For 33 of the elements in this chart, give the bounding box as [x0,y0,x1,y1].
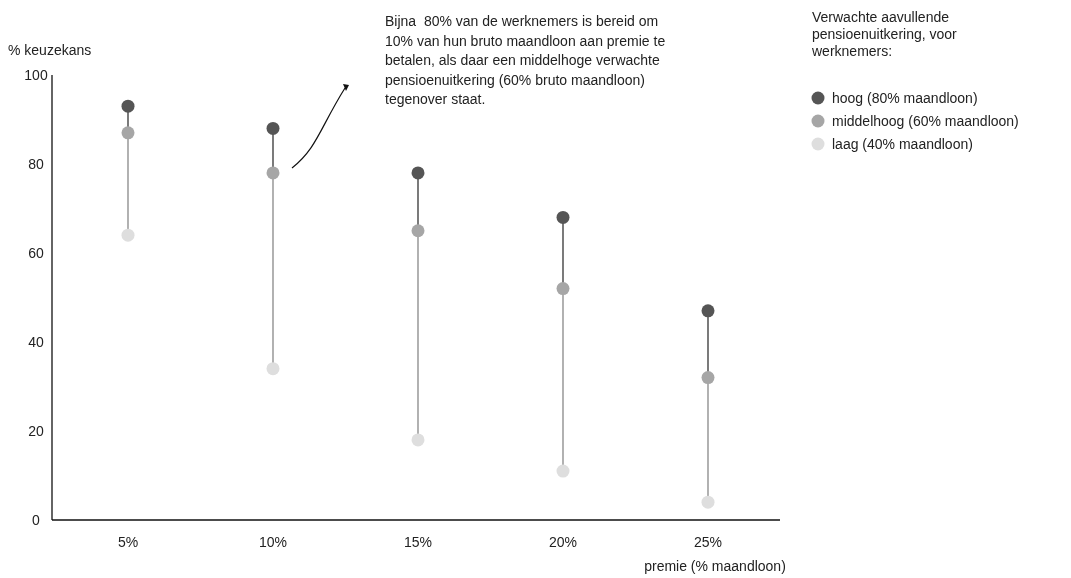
point [556,282,570,296]
point [411,166,425,180]
point [411,224,425,238]
y-axis-title: % keuzekans [8,42,92,58]
y-tick-label: 60 [28,244,44,261]
x-tick-label: 5% [117,534,139,550]
legend-label: laag (40% maandloon) [832,135,973,152]
y-tick-label: 100 [24,66,48,83]
legend-title: Verwachte aavullende pensioenuitkering, voor werknemers: [811,9,958,59]
x-tick-label: 10% [258,534,288,550]
point [556,464,570,478]
point [266,166,280,180]
y-tick-label: 80 [28,155,44,172]
x-tick-label: 15% [403,534,433,550]
point [701,371,715,385]
legend-label: middelhoog (60% maandloon) [832,112,1019,129]
point [556,210,570,224]
point [121,99,135,113]
y-tick-label: 0 [32,511,41,528]
y-tick-label: 20 [28,422,44,439]
point [701,495,715,509]
y-tick-label: 40 [28,333,44,350]
x-tick-label: 20% [548,534,578,550]
point [701,304,715,318]
point [121,228,135,242]
annotation: Bijna 80% van de werknemers is bereid om 10% van hun bruto maandloon aan premie te betalen, als daar een middelhoge verwachte pensioenuitkering (60% bruto maandloon) tegenover staat. [385,13,666,107]
point [266,121,280,135]
point [121,126,135,140]
x-axis-title: premie (% maandloon) [644,558,786,574]
point [411,433,425,447]
point [266,362,280,376]
legend-label: hoog (80% maandloon) [832,89,978,106]
x-tick-label: 25% [693,534,723,550]
